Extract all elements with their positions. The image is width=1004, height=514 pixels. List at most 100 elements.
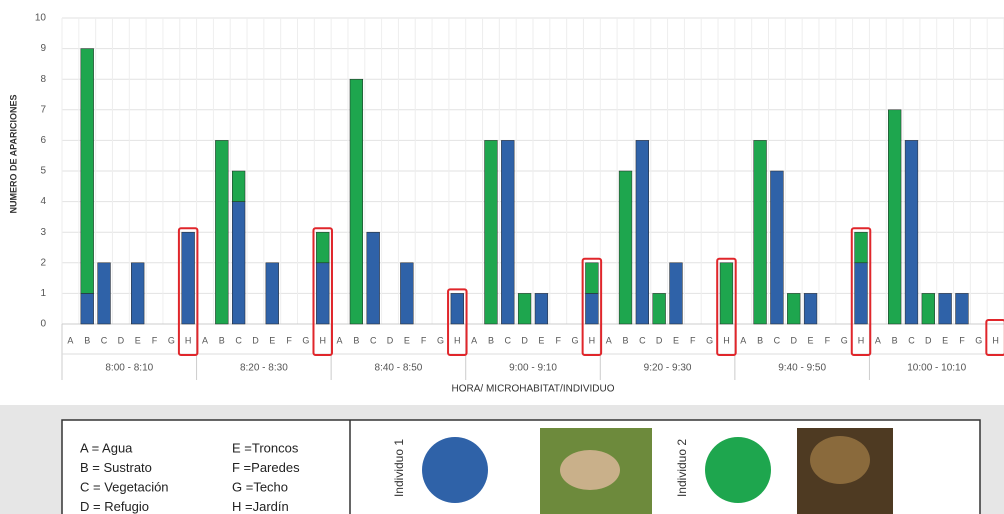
- legend-key-item: G =Techo: [232, 479, 288, 494]
- x-tick-label: H: [454, 335, 461, 345]
- x-tick-label: H: [723, 335, 730, 345]
- legend-key-item: B = Sustrato: [80, 460, 152, 475]
- highlight-box: [985, 319, 1004, 356]
- x-tick-label: F: [959, 335, 965, 345]
- x-tick-label: A: [202, 335, 208, 345]
- photo-frog: [560, 450, 620, 490]
- legend-key-item: A = Agua: [80, 440, 133, 455]
- bar-segment: [316, 262, 330, 325]
- bar-segment: [349, 78, 364, 325]
- photo-frog: [810, 436, 870, 484]
- legend-key-item: E =Troncos: [232, 440, 299, 455]
- y-tick-label: 8: [40, 74, 46, 85]
- bar-segment: [80, 293, 94, 325]
- x-tick-label: D: [925, 335, 932, 345]
- x-tick-label: H: [319, 335, 326, 345]
- x-tick-label: D: [118, 335, 125, 345]
- x-axis-label: HORA/ MICROHABITAT/INDIVIDUO: [452, 384, 615, 395]
- bar-segment: [450, 293, 464, 325]
- highlight-box: [581, 257, 603, 356]
- bar-segment: [888, 109, 902, 325]
- legend-key-item: H =Jardín: [232, 499, 289, 514]
- legend-key-item: D = Refugio: [80, 499, 149, 514]
- x-tick-label: E: [942, 335, 948, 345]
- bar-segment: [854, 231, 868, 264]
- y-tick-label: 4: [40, 196, 46, 207]
- legend-swatch: [705, 437, 771, 503]
- bar-segment: [534, 293, 549, 325]
- bar-segment: [231, 170, 246, 202]
- bar-segment: [669, 262, 683, 325]
- bar-segment: [652, 293, 666, 325]
- highlight-box: [850, 227, 872, 356]
- x-tick-label: F: [690, 335, 696, 345]
- x-tick-label: G: [572, 335, 579, 345]
- bar-segment: [265, 262, 279, 325]
- x-tick-label: A: [606, 335, 612, 345]
- x-tick-label: C: [774, 335, 781, 345]
- bar-segment: [97, 262, 111, 325]
- highlight-box: [716, 257, 737, 356]
- x-tick-label: B: [757, 335, 763, 345]
- bar-segment: [618, 170, 633, 325]
- x-tick-label: C: [908, 335, 915, 345]
- bar-segment: [316, 231, 330, 264]
- bar-segment: [181, 231, 195, 325]
- bar-segment: [501, 140, 515, 325]
- x-tick-label: E: [404, 335, 410, 345]
- x-tick-label: G: [437, 335, 444, 345]
- bar-segment: [770, 170, 784, 325]
- x-tick-label: H: [185, 335, 192, 345]
- y-tick-label: 1: [40, 288, 46, 299]
- x-tick-label: H: [858, 335, 865, 345]
- x-tick-label: A: [337, 335, 343, 345]
- x-tick-label: F: [825, 335, 831, 345]
- x-tick-label: C: [505, 335, 512, 345]
- x-tick-label: D: [521, 335, 528, 345]
- legend-label: Individuo 2: [675, 439, 689, 497]
- x-tick-label: D: [387, 335, 394, 345]
- x-tick-label: D: [252, 335, 259, 345]
- x-tick-label: B: [488, 335, 494, 345]
- x-tick-label: B: [84, 335, 90, 345]
- x-tick-label: C: [639, 335, 646, 345]
- bar-segment: [904, 140, 919, 325]
- x-tick-label: B: [892, 335, 898, 345]
- y-tick-label: 0: [40, 319, 46, 330]
- bar-segment: [131, 262, 145, 325]
- bar-segment: [231, 201, 246, 325]
- group-label: 8:00 - 8:10: [105, 363, 153, 374]
- x-tick-label: F: [152, 335, 158, 345]
- y-tick-label: 10: [35, 13, 47, 24]
- legend-label: Individuo 1: [392, 439, 406, 497]
- y-tick-label: 5: [40, 166, 46, 177]
- highlight-box: [177, 227, 199, 356]
- group-label: 9:00 - 9:10: [509, 363, 557, 374]
- bar-segment: [803, 293, 818, 325]
- bar-segment: [585, 293, 599, 325]
- group-label: 9:40 - 9:50: [778, 363, 826, 374]
- x-tick-label: E: [673, 335, 679, 345]
- legend-key-item: C = Vegetación: [80, 479, 169, 494]
- x-tick-label: B: [353, 335, 359, 345]
- group-label: 8:40 - 8:50: [375, 363, 423, 374]
- y-tick-label: 6: [40, 135, 46, 146]
- group-label: 10:00 - 10:10: [907, 363, 966, 374]
- x-tick-label: G: [168, 335, 175, 345]
- x-tick-label: F: [421, 335, 427, 345]
- x-tick-label: G: [706, 335, 713, 345]
- bar-segment: [921, 293, 935, 325]
- x-tick-label: F: [286, 335, 292, 345]
- x-tick-label: D: [656, 335, 663, 345]
- x-tick-label: A: [740, 335, 746, 345]
- x-tick-label: G: [302, 335, 309, 345]
- y-tick-label: 9: [40, 43, 46, 54]
- bar-segment: [585, 262, 599, 294]
- x-tick-label: G: [841, 335, 848, 345]
- x-tick-label: D: [790, 335, 797, 345]
- bar-segment: [955, 293, 969, 325]
- bar-segment: [517, 293, 532, 325]
- x-tick-label: A: [875, 335, 881, 345]
- bar-segment: [400, 262, 414, 325]
